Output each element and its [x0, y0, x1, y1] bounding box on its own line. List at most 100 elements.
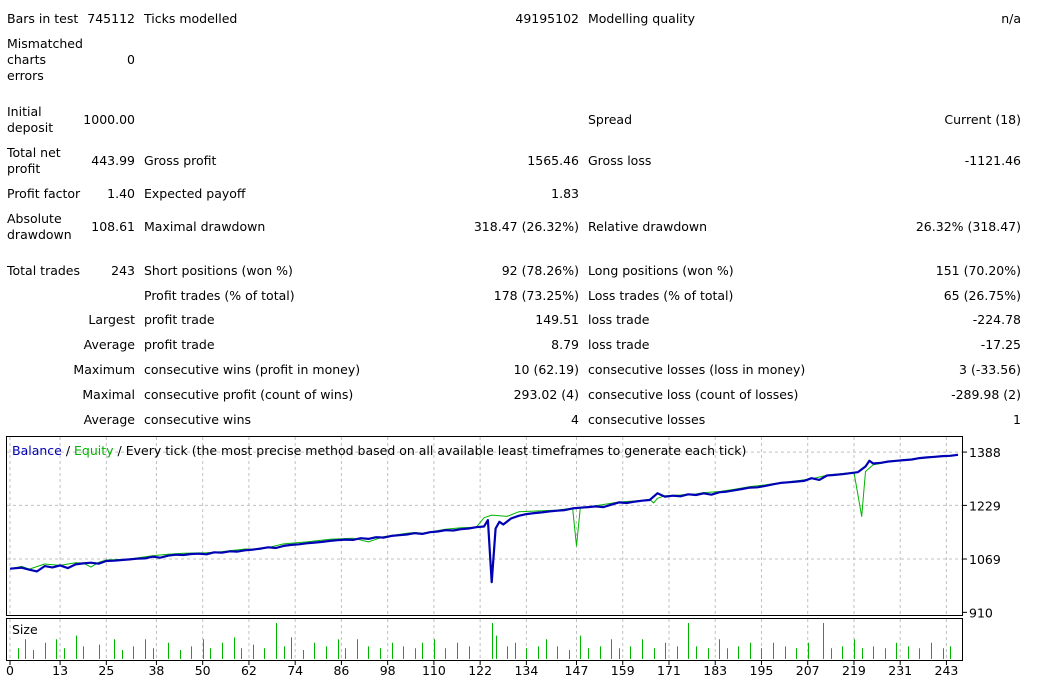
average-label: Average	[83, 337, 135, 352]
expected-payoff-value: 1.83	[551, 186, 579, 201]
profit-factor-value: 1.40	[107, 186, 135, 201]
size-label: Size	[12, 622, 38, 637]
max-consecutive-wins-label: consecutive wins (profit in money)	[144, 362, 361, 377]
x-tick-label: 134	[514, 663, 538, 678]
profit-factor-label: Profit factor	[7, 186, 81, 201]
grid	[7, 437, 962, 660]
gross-profit-value: 1565.46	[527, 153, 579, 168]
legend-equity: Equity	[74, 443, 114, 458]
modelling-quality-label: Modelling quality	[588, 11, 696, 26]
max-consecutive-losses-label: consecutive losses (loss in money)	[588, 362, 806, 377]
x-tick-label: 110	[422, 663, 446, 678]
x-tick-label: 62	[241, 663, 257, 678]
spread-value: Current (18)	[944, 112, 1021, 127]
balance-line	[9, 453, 959, 584]
absolute-drawdown-label: Absolute drawdown	[7, 211, 72, 242]
max-consecutive-wins-value: 10 (62.19)	[513, 362, 579, 377]
maximal-consecutive-profit-label: consecutive profit (count of wins)	[144, 387, 354, 402]
initial-deposit-value: 1000.00	[83, 112, 135, 127]
max-consecutive-losses-value: 3 (-33.56)	[959, 362, 1021, 377]
long-positions-label: Long positions (won %)	[588, 263, 734, 278]
expected-payoff-label: Expected payoff	[144, 186, 246, 201]
x-tick-label: 50	[195, 663, 211, 678]
profit-trades-value: 178 (73.25%)	[493, 288, 579, 303]
y-tick-label: 1069	[969, 552, 1001, 567]
x-tick-label: 13	[52, 663, 68, 678]
maximal-consecutive-profit-value: 293.02 (4)	[513, 387, 579, 402]
loss-trades-label: Loss trades (% of total)	[588, 288, 734, 303]
average-loss-label: loss trade	[588, 337, 650, 352]
x-tick-label: 231	[888, 663, 912, 678]
largest-profit-value: 149.51	[535, 312, 579, 327]
bars-in-test-label: Bars in test	[7, 11, 79, 26]
x-tick-label: 86	[333, 663, 349, 678]
balance-equity-chart: 1388 1229 1069 910 0 13 25 38 50 62 74 86 98 110 122 1…	[6, 436, 1001, 678]
bars-in-test-value: 745112	[87, 11, 135, 26]
x-tick-label: 243	[935, 663, 959, 678]
relative-drawdown-value: 26.32% (318.47)	[915, 219, 1021, 234]
average-loss-value: -17.25	[980, 337, 1021, 352]
long-positions-value: 151 (70.20%)	[935, 263, 1021, 278]
total-trades-value: 243	[111, 263, 135, 278]
x-tick-label: 98	[380, 663, 396, 678]
profit-trades-label: Profit trades (% of total)	[144, 288, 295, 303]
average-profit-label: profit trade	[144, 337, 215, 352]
total-trades-label: Total trades	[7, 263, 81, 278]
relative-drawdown-label: Relative drawdown	[588, 219, 708, 234]
mismatched-errors-value: 0	[127, 52, 135, 67]
initial-deposit-label: Initial deposit	[7, 104, 54, 135]
y-axis-ticks: 1388 1229 1069 910	[962, 445, 1001, 620]
total-net-profit-label: Total net profit	[7, 145, 61, 176]
ticks-modelled-label: Ticks modelled	[144, 11, 238, 26]
x-tick-label: 122	[468, 663, 492, 678]
x-tick-label: 219	[842, 663, 866, 678]
avg-consecutive-wins-value: 4	[571, 412, 579, 427]
balance-series	[9, 453, 959, 584]
avg-consecutive-wins-label: consecutive wins	[144, 412, 252, 427]
modelling-quality-value: n/a	[1001, 11, 1021, 26]
spread-label: Spread	[588, 112, 633, 127]
y-tick-label: 1388	[969, 445, 1001, 460]
x-tick-label: 195	[750, 663, 774, 678]
gross-loss-value: -1121.46	[964, 153, 1021, 168]
largest-loss-label: loss trade	[588, 312, 650, 327]
y-tick-label: 910	[969, 605, 993, 620]
x-tick-label: 171	[657, 663, 681, 678]
maximal-consecutive-loss-label: consecutive loss (count of losses)	[588, 387, 799, 402]
gross-loss-label: Gross loss	[588, 153, 652, 168]
x-axis-ticks: 0 13 25 38 50 62 74 86 98 110 122 134 147 159 171 183 19…	[6, 661, 958, 678]
maximal-drawdown-label: Maximal drawdown	[144, 219, 266, 234]
largest-loss-value: -224.78	[972, 312, 1021, 327]
average-profit-value: 8.79	[551, 337, 579, 352]
x-tick-label: 0	[6, 663, 14, 678]
maximum-label: Maximum	[73, 362, 135, 377]
gross-profit-label: Gross profit	[144, 153, 217, 168]
legend-balance: Balance	[12, 443, 62, 458]
x-tick-label: 147	[565, 663, 589, 678]
maximal-label: Maximal	[82, 387, 135, 402]
size-bars	[18, 623, 951, 659]
legend-method: Every tick (the most precise method base…	[126, 443, 747, 458]
absolute-drawdown-value: 108.61	[91, 219, 135, 234]
legend-sep-1: /	[62, 443, 74, 458]
total-net-profit-value: 443.99	[91, 153, 135, 168]
size-plot-frame	[6, 618, 963, 661]
avg-consecutive-losses-label: consecutive losses	[588, 412, 706, 427]
legend-sep-2: /	[114, 443, 126, 458]
chart-legend: Balance / Equity / Every tick (the most …	[12, 443, 746, 458]
short-positions-label: Short positions (won %)	[144, 263, 293, 278]
maximal-consecutive-loss-value: -289.98 (2)	[951, 387, 1021, 402]
ticks-modelled-value: 49195102	[515, 11, 579, 26]
short-positions-value: 92 (78.26%)	[501, 263, 579, 278]
loss-trades-value: 65 (26.75%)	[943, 288, 1021, 303]
x-tick-label: 38	[148, 663, 164, 678]
largest-label: Largest	[88, 312, 135, 327]
x-tick-label: 74	[287, 663, 303, 678]
mismatched-errors-label: Mismatched charts errors	[7, 36, 83, 83]
maximal-drawdown-value: 318.47 (26.32%)	[473, 219, 579, 234]
x-tick-label: 207	[796, 663, 820, 678]
average-consecutive-label: Average	[83, 412, 135, 427]
x-tick-label: 159	[611, 663, 635, 678]
x-tick-label: 25	[98, 663, 114, 678]
x-tick-label: 183	[703, 663, 727, 678]
